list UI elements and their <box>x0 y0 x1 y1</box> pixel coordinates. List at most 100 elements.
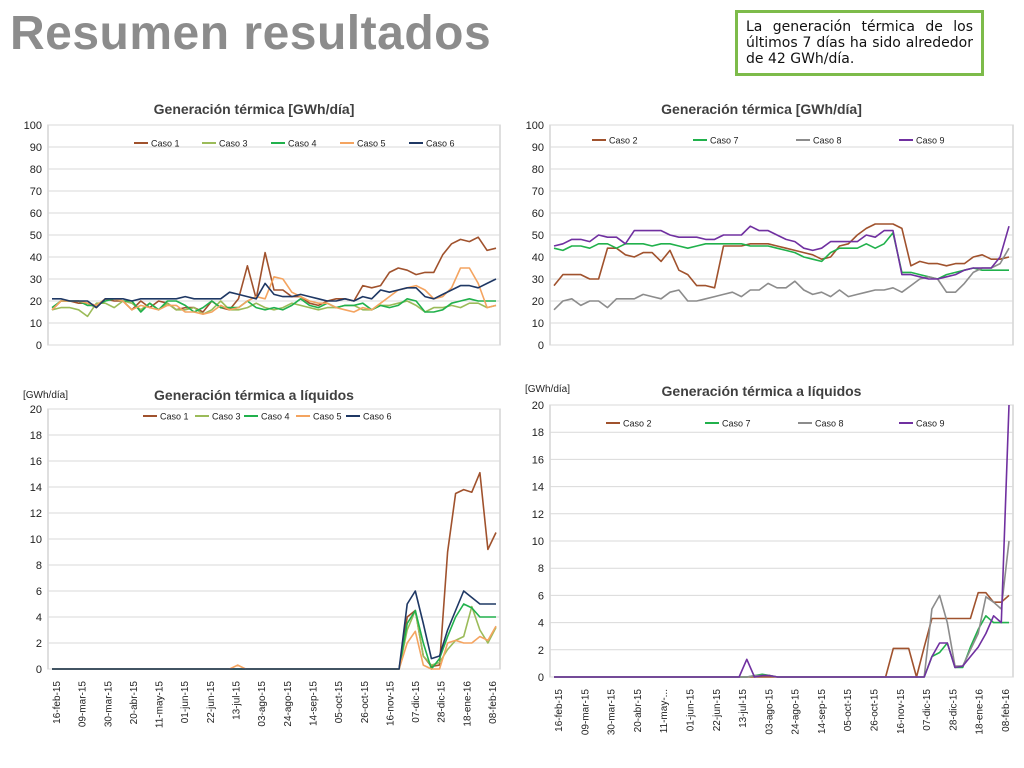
x-tick-label: 18-ene-16 <box>975 689 986 735</box>
y-tick-label: 12 <box>532 509 544 521</box>
y-tick-label: 40 <box>30 252 42 264</box>
y-tick-label: 18 <box>532 427 544 439</box>
y-tick-label: 8 <box>538 563 544 575</box>
legend-label-caso-3: Caso 3 <box>212 412 241 422</box>
y-tick-label: 90 <box>30 142 42 154</box>
y-tick-label: 20 <box>30 404 42 416</box>
y-axis-label: [GWh/día] <box>525 384 570 395</box>
x-tick-label: 22-jun-15 <box>712 689 723 732</box>
legend-label-caso-1: Caso 1 <box>151 139 180 149</box>
series-line-caso-3 <box>51 300 497 318</box>
x-tick-label: 01-jun-15 <box>685 689 696 732</box>
legend-label-caso-6: Caso 6 <box>363 412 392 422</box>
y-tick-label: 60 <box>30 208 42 220</box>
y-tick-label: 80 <box>532 164 544 176</box>
y-tick-label: 30 <box>30 274 42 286</box>
slide-title: Resumen resultados <box>10 7 492 60</box>
x-tick-label: 30-mar-15 <box>103 681 114 728</box>
y-tick-label: 80 <box>30 164 42 176</box>
chart-thermal-generation-right: 0 10 20 30 40 50 60 70 80 90 100 Generación térmica… <box>526 101 1014 352</box>
y-axis-label: [GWh/día] <box>23 390 68 401</box>
y-tick-label: 20 <box>532 400 544 412</box>
y-tick-label: 0 <box>36 664 42 676</box>
y-tick-label: 60 <box>532 208 544 220</box>
x-tick-label: 24-ago-15 <box>791 689 802 735</box>
chart-title: Generación térmica [GWh/día] <box>661 101 862 117</box>
y-tick-label: 10 <box>30 318 42 330</box>
x-tick-label: 11-may-... <box>659 689 670 733</box>
x-tick-label: 26-oct-15 <box>360 681 371 724</box>
x-tick-label: 16-nov-15 <box>896 689 907 734</box>
x-tick-label: 08-feb-16 <box>1001 689 1012 732</box>
y-tick-label: 2 <box>538 645 544 657</box>
y-tick-label: 30 <box>532 274 544 286</box>
x-tick-label: 30-mar-15 <box>607 689 618 736</box>
x-tick-label: 13-jul-15 <box>232 681 243 720</box>
series-line-caso-3 <box>52 605 497 670</box>
y-tick-label: 4 <box>36 612 42 624</box>
chart-title: Generación térmica [GWh/día] <box>154 101 355 117</box>
y-tick-label: 40 <box>532 252 544 264</box>
legend-label-caso-2: Caso 2 <box>623 419 652 429</box>
series-line-caso-6 <box>52 278 497 309</box>
legend-label-caso-7: Caso 7 <box>710 136 739 146</box>
series-line-caso-6 <box>52 590 496 670</box>
y-tick-label: 10 <box>30 534 42 546</box>
y-tick-label: 6 <box>538 590 544 602</box>
x-tick-label: 20-abr-15 <box>129 681 140 725</box>
x-tick-label: 28-dic-15 <box>437 681 448 723</box>
x-tick-label: 16-nov-15 <box>385 681 396 726</box>
y-tick-label: 16 <box>532 454 544 466</box>
series-line-caso-7 <box>554 615 1009 678</box>
series-line-caso-9 <box>553 225 1010 280</box>
legend-label-caso-5: Caso 5 <box>313 412 342 422</box>
x-tick-label: 09-mar-15 <box>78 681 89 728</box>
legend-label-caso-6: Caso 6 <box>426 139 455 149</box>
chart-liquids-generation-right: 0 2 4 6 8 10 12 14 16 18 20 Generación térmica a lí… <box>525 383 1014 736</box>
y-tick-label: 10 <box>532 318 544 330</box>
y-tick-label: 20 <box>30 296 42 308</box>
x-tick-label: 07-dic-15 <box>922 689 933 731</box>
summary-note: La generación térmica de los últimos 7 d… <box>735 10 984 76</box>
y-tick-label: 16 <box>30 456 42 468</box>
y-tick-label: 12 <box>30 508 42 520</box>
series-line-caso-1 <box>52 471 497 670</box>
legend-label-caso-8: Caso 8 <box>813 136 842 146</box>
legend-label-caso-3: Caso 3 <box>219 139 248 149</box>
chart-thermal-generation-left: 0 10 20 30 40 50 60 70 80 90 100 Generación térmica… <box>24 101 501 352</box>
series-line-caso-5 <box>51 267 497 315</box>
series-line-caso-2 <box>554 591 1010 678</box>
x-tick-label: 07-dic-15 <box>411 681 422 723</box>
series-line-caso-4 <box>51 298 496 313</box>
x-tick-label: 20-abr-15 <box>633 689 644 733</box>
series-line-caso-2 <box>553 223 1010 289</box>
y-tick-label: 20 <box>532 296 544 308</box>
y-tick-label: 14 <box>30 482 42 494</box>
x-tick-label: 08-feb-16 <box>488 681 499 724</box>
x-tick-label: 05-oct-15 <box>843 689 854 732</box>
y-tick-label: 6 <box>36 586 42 598</box>
x-tick-label: 03-ago-15 <box>764 689 775 735</box>
legend-label-caso-4: Caso 4 <box>288 139 317 149</box>
y-tick-label: 4 <box>538 618 544 630</box>
y-tick-label: 0 <box>538 672 544 684</box>
y-tick-label: 10 <box>532 536 544 548</box>
y-tick-label: 70 <box>532 186 544 198</box>
y-tick-label: 50 <box>30 230 42 242</box>
x-tick-label: 14-sep-15 <box>308 681 319 726</box>
chart-title: Generación térmica a líquidos <box>154 387 354 403</box>
legend-label-caso-8: Caso 8 <box>815 419 844 429</box>
y-tick-label: 90 <box>532 142 544 154</box>
x-tick-label: 26-oct-15 <box>870 689 881 732</box>
legend-label-caso-7: Caso 7 <box>722 419 751 429</box>
series-line-caso-4 <box>52 603 496 670</box>
series-line-caso-9 <box>554 404 1010 678</box>
y-tick-label: 0 <box>36 340 42 352</box>
y-tick-label: 2 <box>36 638 42 650</box>
legend-label-caso-9: Caso 9 <box>916 136 945 146</box>
x-tick-label: 14-sep-15 <box>817 689 828 734</box>
y-tick-label: 18 <box>30 430 42 442</box>
x-tick-label: 16-feb-15 <box>52 681 63 724</box>
x-tick-label: 18-ene-16 <box>462 681 473 727</box>
series-line-caso-8 <box>554 540 1010 678</box>
